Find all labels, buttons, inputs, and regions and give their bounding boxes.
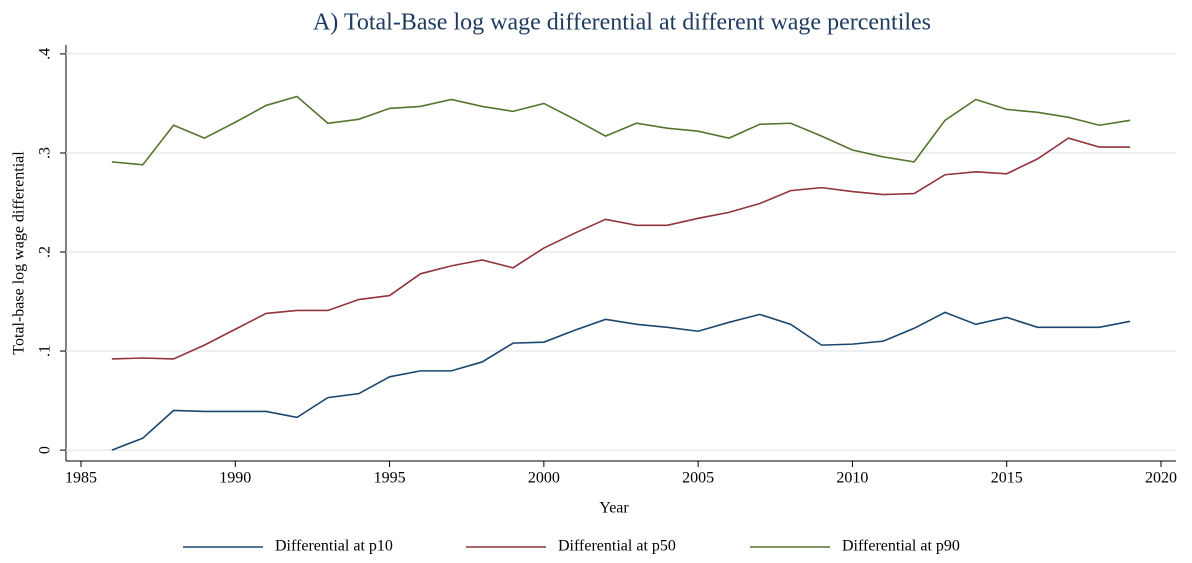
legend-label: Differential at p90 (842, 538, 960, 555)
y-tick-label: .4 (37, 48, 54, 60)
x-tick-label: 1985 (65, 470, 97, 487)
line-series (111, 311, 1131, 451)
x-tick-label: 1990 (219, 470, 251, 487)
x-axis-title: Year (599, 500, 629, 517)
y-axis-title: Total-base log wage differential (11, 151, 28, 355)
y-tick-label: .2 (37, 246, 54, 258)
x-tick-label: 2020 (1145, 470, 1177, 487)
x-tick-label: 1995 (374, 470, 406, 487)
chart-title: A) Total-Base log wage differential at d… (313, 10, 931, 36)
line-series (111, 137, 1131, 360)
x-tick-label: 2010 (836, 470, 868, 487)
x-tick-label: 2015 (991, 470, 1023, 487)
y-tick-label: .3 (37, 147, 54, 159)
legend-label: Differential at p50 (558, 538, 676, 555)
x-tick-label: 2000 (528, 470, 560, 487)
legend-label: Differential at p10 (275, 538, 393, 555)
y-tick-label: 0 (37, 446, 54, 454)
y-tick-label: .1 (37, 345, 54, 357)
line-series (111, 95, 1131, 166)
x-tick-label: 2005 (682, 470, 714, 487)
